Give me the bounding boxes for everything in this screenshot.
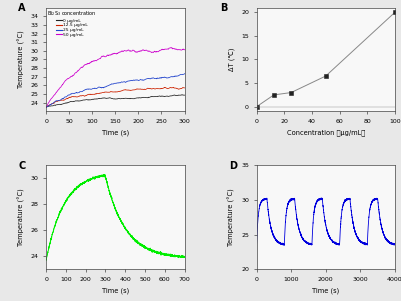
Text: D: D: [229, 161, 237, 171]
Text: A: A: [18, 3, 26, 13]
25 μg/mL: [126, 79, 130, 83]
Text: C: C: [18, 161, 26, 171]
25 μg/mL: [107, 84, 111, 87]
Legend: 0 μg/mL, 12.5 μg/mL, 25 μg/mL, 50 μg/mL: 0 μg/mL, 12.5 μg/mL, 25 μg/mL, 50 μg/mL: [47, 8, 97, 37]
50 μg/mL: [44, 105, 49, 109]
X-axis label: Concentration （μg/mL）: Concentration （μg/mL）: [287, 130, 365, 136]
0 μg/mL: [148, 95, 153, 98]
12.5 μg/mL: [44, 105, 49, 109]
50 μg/mL: [136, 50, 141, 53]
12.5 μg/mL: [68, 95, 73, 99]
Y-axis label: Temperature (°C): Temperature (°C): [228, 188, 235, 246]
0 μg/mL: [79, 99, 84, 102]
X-axis label: Time (s): Time (s): [102, 287, 129, 294]
50 μg/mL: [169, 46, 174, 49]
12.5 μg/mL: [106, 91, 111, 94]
X-axis label: Time (s): Time (s): [312, 287, 339, 294]
Y-axis label: Temperature (°C): Temperature (°C): [18, 188, 25, 246]
0 μg/mL: [136, 96, 141, 100]
Line: 50 μg/mL: 50 μg/mL: [46, 48, 184, 107]
Text: B: B: [221, 3, 228, 13]
25 μg/mL: [136, 79, 141, 82]
0 μg/mL: [44, 105, 49, 109]
12.5 μg/mL: [148, 87, 153, 90]
50 μg/mL: [68, 75, 73, 79]
50 μg/mL: [182, 48, 187, 51]
50 μg/mL: [148, 50, 153, 54]
Line: 0 μg/mL: 0 μg/mL: [46, 95, 184, 107]
25 μg/mL: [69, 92, 73, 96]
12.5 μg/mL: [171, 85, 176, 89]
X-axis label: Time (s): Time (s): [102, 130, 129, 136]
50 μg/mL: [79, 65, 84, 69]
50 μg/mL: [106, 53, 111, 57]
0 μg/mL: [69, 100, 73, 103]
12.5 μg/mL: [79, 94, 84, 98]
12.5 μg/mL: [125, 88, 130, 92]
25 μg/mL: [44, 106, 49, 109]
50 μg/mL: [125, 48, 130, 52]
25 μg/mL: [182, 72, 187, 76]
0 μg/mL: [182, 93, 187, 97]
12.5 μg/mL: [182, 86, 187, 90]
Y-axis label: Temperature (°C): Temperature (°C): [18, 31, 25, 88]
25 μg/mL: [148, 77, 153, 81]
12.5 μg/mL: [136, 87, 141, 91]
0 μg/mL: [44, 105, 49, 109]
25 μg/mL: [79, 90, 84, 93]
0 μg/mL: [180, 93, 185, 97]
25 μg/mL: [44, 105, 49, 109]
Line: 12.5 μg/mL: 12.5 μg/mL: [46, 87, 184, 107]
0 μg/mL: [126, 97, 130, 101]
Y-axis label: ΔT (℃): ΔT (℃): [229, 48, 235, 71]
0 μg/mL: [107, 96, 111, 100]
Line: 25 μg/mL: 25 μg/mL: [46, 74, 184, 107]
